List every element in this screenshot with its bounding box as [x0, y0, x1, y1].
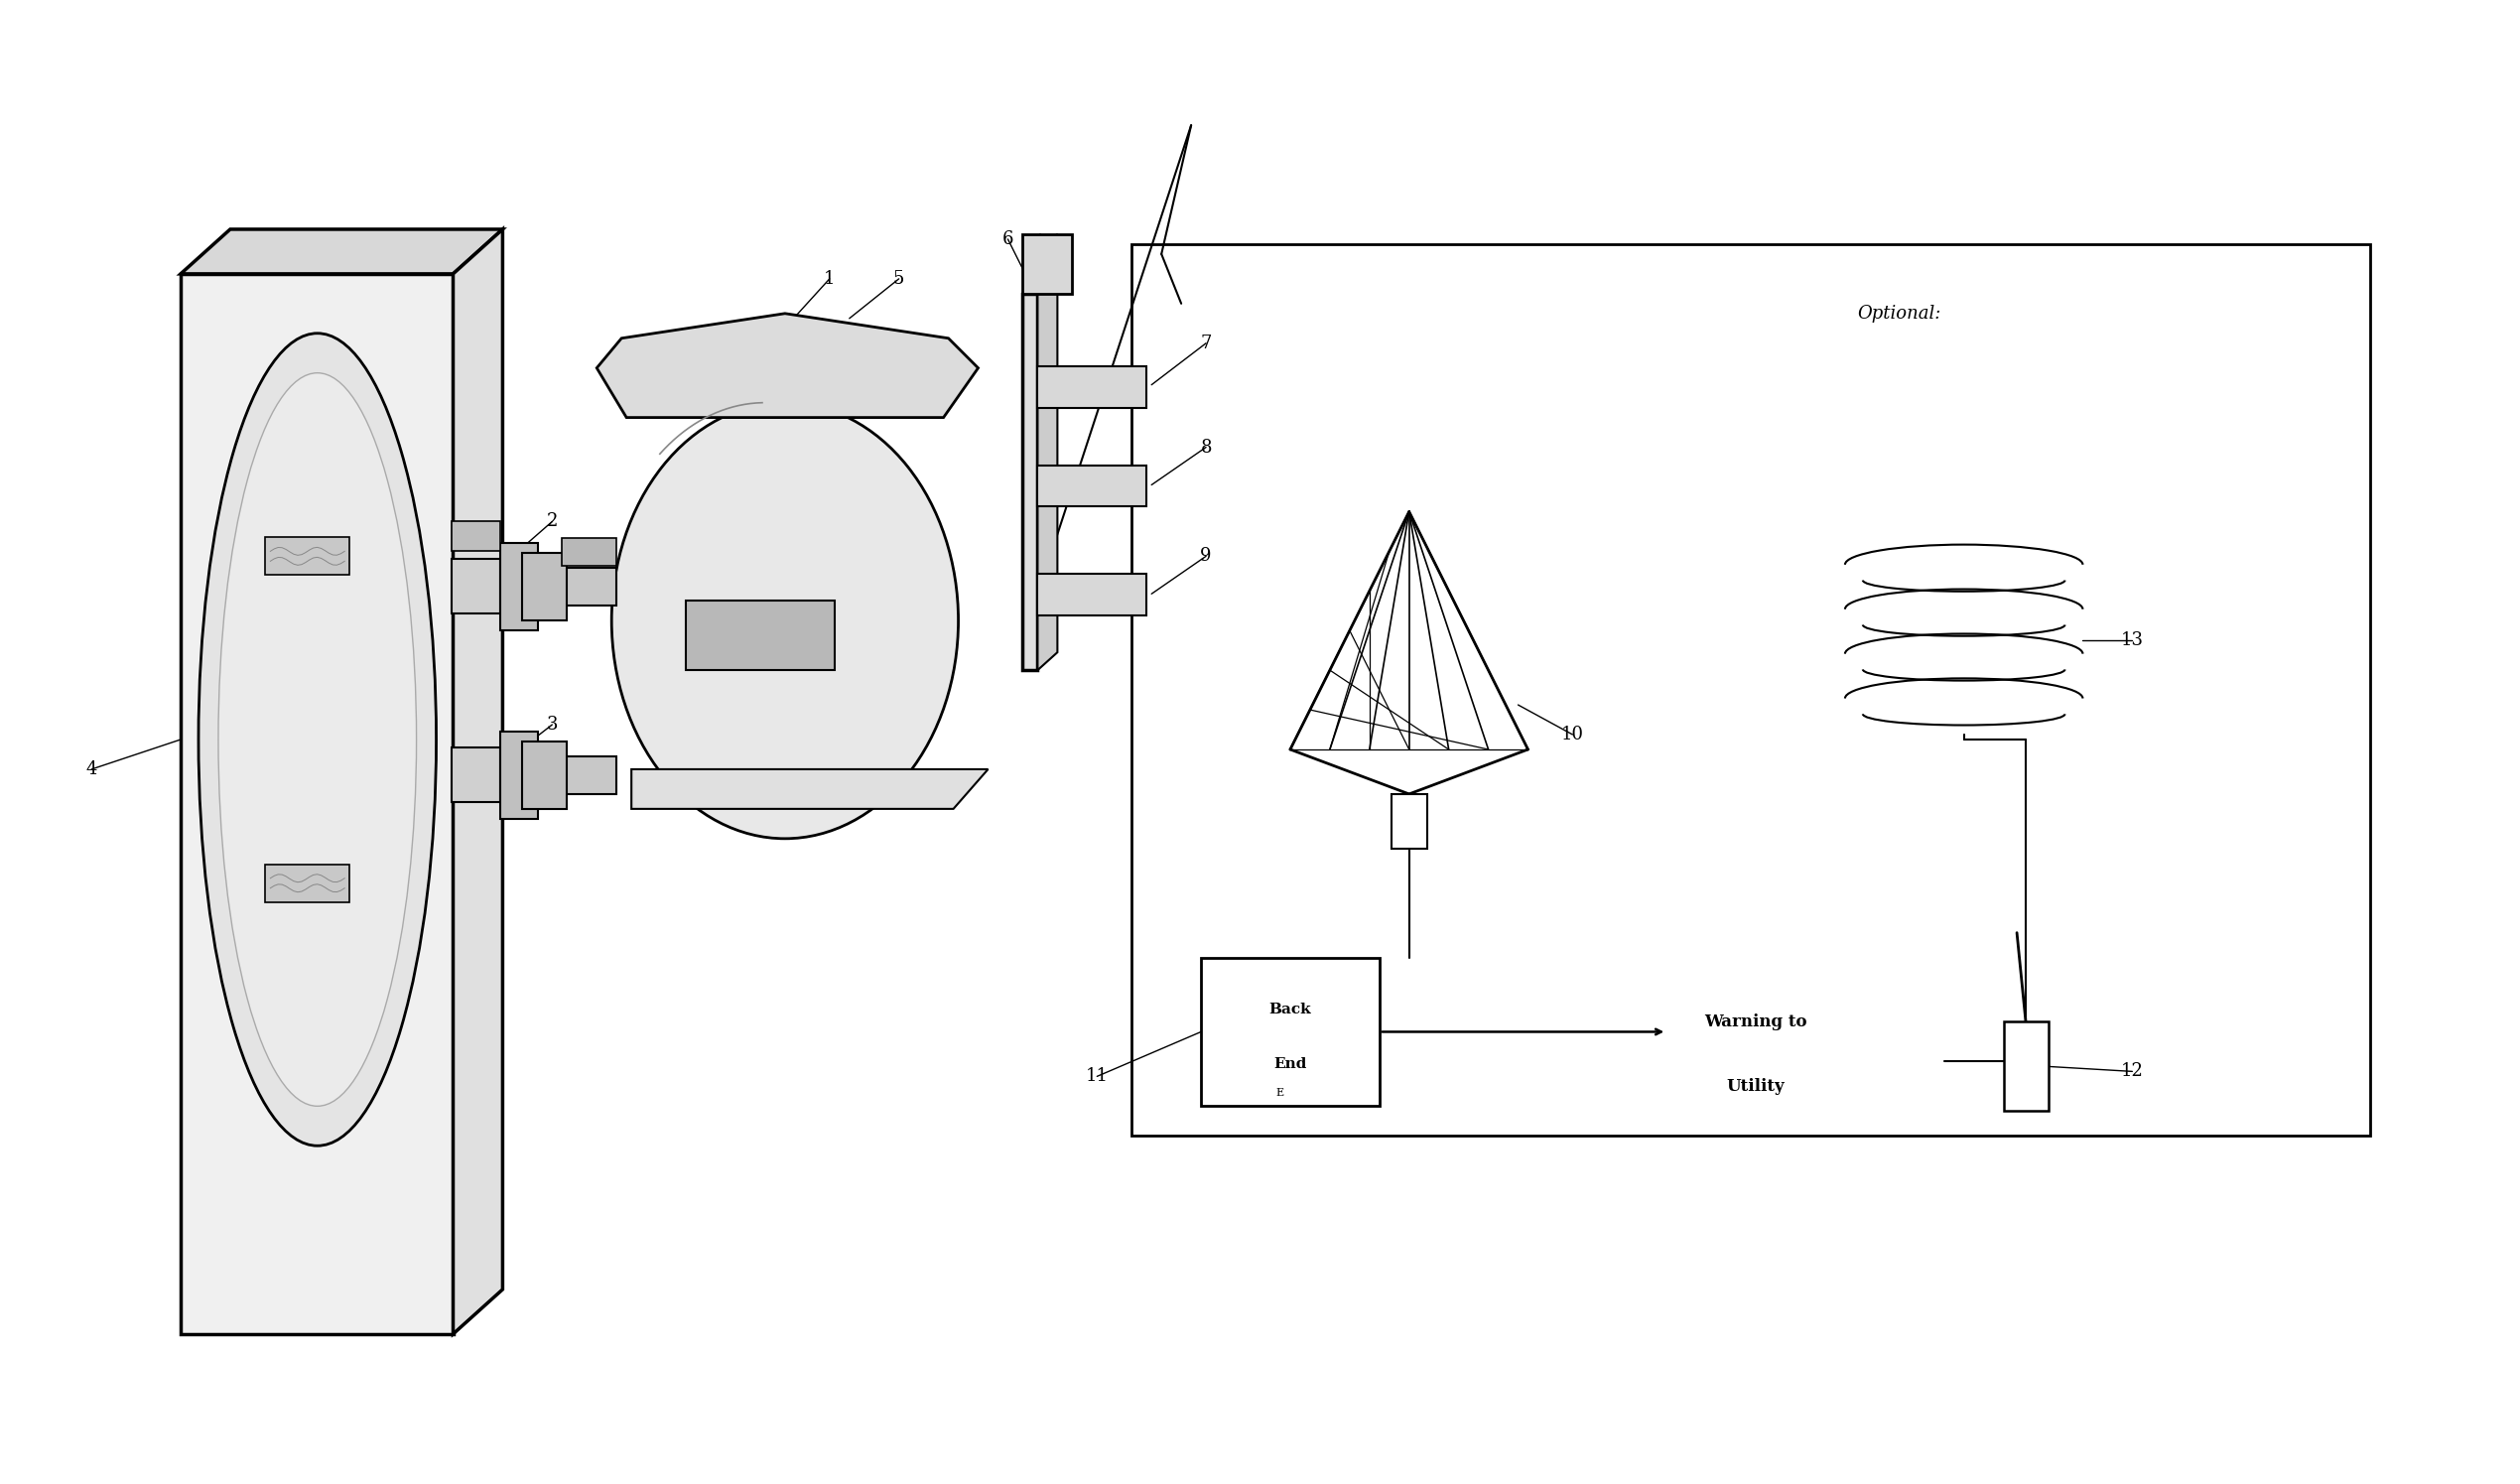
Text: Utility: Utility — [1726, 1077, 1784, 1095]
Bar — [522, 554, 567, 620]
Text: Optional:: Optional: — [1857, 304, 1940, 322]
Bar — [265, 864, 350, 902]
Text: E: E — [1275, 1088, 1285, 1098]
Bar — [562, 757, 617, 794]
Text: 8: 8 — [1200, 438, 1212, 456]
Bar — [501, 543, 539, 631]
Text: 2: 2 — [547, 512, 557, 530]
Ellipse shape — [199, 334, 436, 1146]
Bar — [451, 559, 501, 614]
Bar — [1202, 957, 1378, 1106]
Text: 5: 5 — [892, 270, 905, 288]
Text: Back: Back — [1270, 1003, 1310, 1017]
Text: 12: 12 — [2122, 1063, 2145, 1080]
Bar — [685, 601, 834, 671]
Polygon shape — [1023, 294, 1038, 671]
Ellipse shape — [219, 372, 416, 1106]
Bar — [2003, 1022, 2049, 1112]
Bar — [451, 748, 501, 801]
Bar — [1131, 245, 2369, 1135]
Bar — [1038, 464, 1147, 506]
Text: Warning to: Warning to — [1704, 1014, 1807, 1030]
Polygon shape — [181, 229, 501, 275]
Bar — [265, 537, 350, 576]
Text: 13: 13 — [2122, 632, 2145, 650]
Bar — [1038, 367, 1147, 408]
Bar — [451, 521, 501, 551]
Text: 6: 6 — [1003, 230, 1013, 248]
Polygon shape — [181, 275, 454, 1334]
Bar — [562, 568, 617, 605]
Text: 10: 10 — [1562, 726, 1585, 743]
Polygon shape — [633, 769, 988, 809]
Text: 3: 3 — [547, 715, 557, 733]
Polygon shape — [454, 229, 501, 1334]
Bar — [501, 732, 539, 819]
Bar — [562, 539, 617, 565]
Polygon shape — [1023, 234, 1074, 294]
Text: 9: 9 — [1200, 548, 1212, 565]
Text: 7: 7 — [1200, 334, 1212, 352]
Text: 1: 1 — [824, 270, 834, 288]
Bar — [522, 742, 567, 809]
Text: End: End — [1273, 1058, 1308, 1071]
Text: 11: 11 — [1086, 1067, 1109, 1085]
Polygon shape — [1038, 276, 1058, 671]
Ellipse shape — [612, 402, 958, 838]
Bar — [1038, 574, 1147, 616]
Bar — [1391, 794, 1426, 849]
Text: 4: 4 — [86, 760, 98, 778]
Polygon shape — [597, 313, 978, 417]
